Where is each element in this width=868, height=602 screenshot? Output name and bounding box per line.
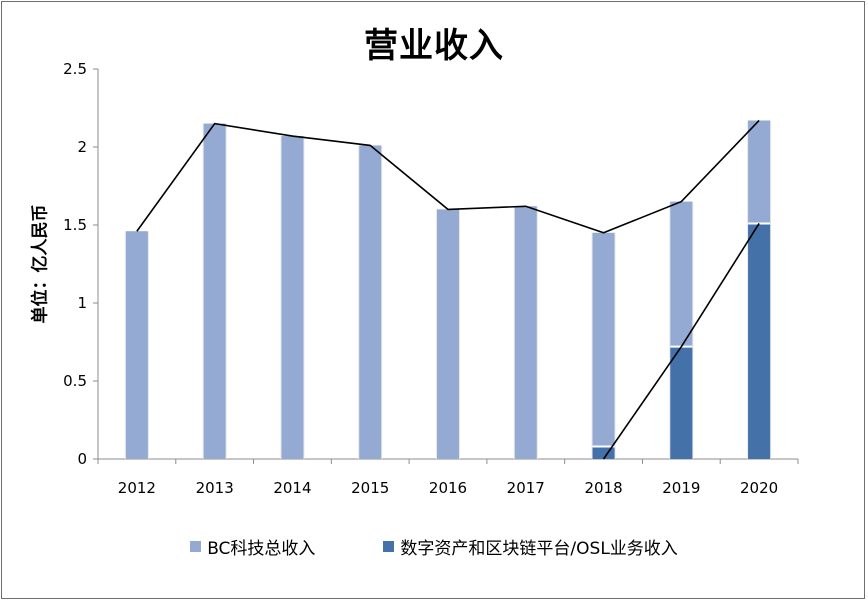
x-tick-label: 2020: [740, 479, 778, 497]
bar-total: [281, 136, 304, 459]
legend: BC科技总收入 数字资产和区块链平台/OSL业务收入: [0, 534, 868, 559]
y-tick-label: 0.5: [63, 372, 87, 390]
x-tick-label: 2019: [662, 479, 700, 497]
x-tick-label: 2015: [351, 479, 389, 497]
legend-item-osl: 数字资产和区块链平台/OSL业务收入: [383, 534, 678, 559]
bar-osl: [670, 346, 693, 459]
legend-label-total: BC科技总收入: [207, 539, 316, 559]
y-tick-label: 2: [77, 138, 87, 156]
x-tick-label: 2012: [118, 479, 156, 497]
legend-item-total: BC科技总收入: [190, 534, 315, 559]
x-tick-label: 2013: [196, 479, 234, 497]
bar-osl: [592, 446, 615, 459]
trend-lines: [136, 119, 760, 460]
bar-total: [203, 123, 226, 459]
bars: [124, 120, 772, 459]
x-tick-label: 2017: [507, 479, 545, 497]
bar-total: [514, 206, 537, 459]
chart-title: 营业收入: [364, 26, 504, 66]
legend-swatch-osl: [383, 541, 395, 552]
tick-labels: 0 0.5 1 1.5 2 2.5 2012 2013 2014 2015 2016 2017 2018…: [63, 60, 778, 497]
y-tick-label: 1: [77, 294, 87, 312]
trend-line-osl: [602, 223, 760, 460]
bar-total: [125, 231, 148, 459]
y-tick-label: 1.5: [63, 216, 87, 234]
x-tick-label: 2016: [429, 479, 467, 497]
legend-label-osl: 数字资产和区块链平台/OSL业务收入: [400, 539, 678, 559]
bar-osl: [748, 223, 771, 459]
y-tick-label: 0: [77, 450, 87, 468]
legend-swatch-total: [190, 541, 202, 552]
bar-total: [437, 209, 459, 459]
x-tick-label: 2014: [273, 479, 311, 497]
bar-total: [592, 232, 615, 459]
y-tick-label: 2.5: [63, 60, 87, 78]
x-tick-label: 2018: [584, 479, 622, 497]
bar-total: [359, 145, 382, 459]
trend-line-total: [136, 119, 760, 234]
